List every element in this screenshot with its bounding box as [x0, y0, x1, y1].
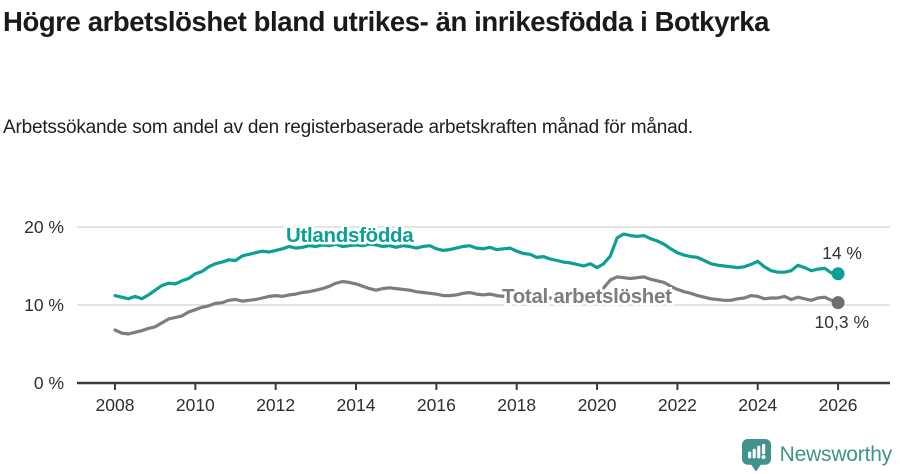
y-axis-tick-label: 20 % [24, 217, 64, 237]
logo-exclamation-stem [761, 443, 765, 454]
chart-area: 0 % 10 % 20 % 2008 2010 2012 2014 2016 2018 2020 2… [0, 195, 900, 430]
newsworthy-wordmark: Newsworthy [779, 443, 893, 466]
x-axis-tick-label: 2018 [497, 395, 536, 415]
series-end-dot-total-arbetsl-shet [831, 296, 845, 310]
logo-exclamation-dot [761, 454, 766, 459]
logo-bubble-tail [749, 462, 762, 471]
page-title: Högre arbetslöshet bland utrikes- än inr… [3, 6, 770, 37]
chart-subtitle: Arbetssökande som andel av den registerb… [3, 117, 693, 138]
x-axis-tick-label: 2016 [417, 395, 456, 415]
x-axis-tick-label: 2022 [658, 395, 697, 415]
unemployment-line-chart: 0 % 10 % 20 % 2008 2010 2012 2014 2016 2018 2020 2… [24, 217, 890, 415]
x-axis-tick-label: 2010 [176, 395, 215, 415]
logo-bar-3 [756, 445, 760, 458]
end-value-label-utlandsf-dda: 14 % [822, 243, 862, 263]
series-end-dot-utlandsf-dda [831, 267, 845, 281]
newsworthy-branding: Newsworthy [741, 437, 892, 473]
newsworthy-logo-icon [741, 438, 771, 471]
logo-bar-1 [747, 451, 751, 458]
logo-bar-2 [752, 448, 756, 458]
x-axis-tick-label: 2024 [738, 395, 777, 415]
x-axis-tick-label: 2012 [256, 395, 295, 415]
x-axis-tick-label: 2020 [578, 395, 617, 415]
series-line-total-arbetsl-shet [113, 275, 840, 336]
logo-bubble [741, 438, 771, 465]
series-label-total-arbetsl-shet: Total arbetslöshet [502, 285, 672, 308]
x-axis-tick-label: 2014 [337, 395, 376, 415]
y-axis-tick-label: 0 % [34, 373, 64, 393]
series-label-utlandsf-dda: Utlandsfödda [286, 224, 414, 247]
y-axis-tick-label: 10 % [24, 295, 64, 315]
series-line-utlandsf-dda [113, 232, 840, 301]
end-value-label-total-arbetsl-shet: 10,3 % [815, 312, 869, 332]
x-axis-tick-label: 2026 [819, 395, 858, 415]
x-axis-tick-label: 2008 [96, 395, 135, 415]
